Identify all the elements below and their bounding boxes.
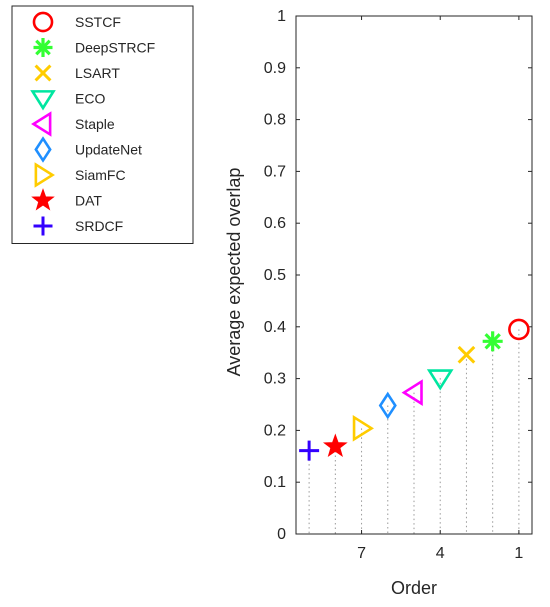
legend-label: DeepSTRCF: [75, 40, 155, 56]
legend-entry-updatenet: UpdateNet: [34, 136, 142, 163]
legend-entry-siamfc: SiamFC: [34, 162, 126, 188]
y-tick-label: 0.4: [264, 319, 286, 336]
y-tick-label: 0.1: [264, 474, 286, 491]
y-tick-label: 1: [277, 8, 286, 25]
point-updatenet: [378, 391, 397, 420]
legend-label: SiamFC: [75, 167, 126, 183]
legend-entry-dat: DAT: [31, 188, 102, 211]
point-lsart: [457, 345, 476, 364]
point-sstcf: [508, 318, 530, 341]
x-tick-label: 4: [436, 545, 445, 562]
x-tick-label: 7: [357, 545, 366, 562]
y-tick-label: 0.9: [264, 60, 286, 77]
y-tick-label: 0.7: [264, 163, 286, 180]
y-tick-label: 0.5: [264, 267, 286, 284]
legend-entry-lsart: LSART: [34, 64, 120, 82]
legend-label: Staple: [75, 116, 115, 132]
y-tick-label: 0.6: [264, 215, 286, 232]
legend: SSTCF DeepSTRCF LSART ECO Staple UpdateNet Sia…: [11, 5, 194, 244]
y-tick-label: 0.3: [264, 371, 286, 388]
y-axis-label: Average expected overlap: [224, 168, 244, 377]
legend-label: SRDCF: [75, 218, 123, 234]
y-tick-label: 0: [277, 526, 286, 543]
x-axis-label: Order: [391, 578, 437, 598]
legend-label: ECO: [75, 91, 105, 107]
legend-entry-srdcf: SRDCF: [33, 216, 123, 236]
legend-entry-staple: Staple: [31, 111, 115, 137]
legend-label: SSTCF: [75, 14, 121, 30]
legend-entry-sstcf: SSTCF: [32, 11, 121, 33]
point-deepstrcf: [482, 331, 503, 352]
legend-label: UpdateNet: [75, 142, 142, 158]
point-staple: [401, 379, 423, 406]
legend-label: DAT: [75, 193, 102, 209]
y-tick-label: 0.8: [264, 112, 286, 129]
point-siamfc: [352, 414, 374, 442]
plot-area: 0 0.1 0.2 0.3 0.4 0.5 0.6 0.7 0.8 0.9 1 7 4 1: [264, 8, 533, 562]
legend-label: LSART: [75, 65, 120, 81]
legend-entry-eco: ECO: [30, 90, 105, 111]
legend-entry-deepstrcf: DeepSTRCF: [33, 38, 155, 57]
y-tick-label: 0.2: [264, 422, 286, 439]
point-eco: [426, 369, 454, 391]
point-dat: [322, 433, 348, 457]
x-tick-label: 1: [514, 545, 523, 562]
point-srdcf: [299, 440, 320, 461]
